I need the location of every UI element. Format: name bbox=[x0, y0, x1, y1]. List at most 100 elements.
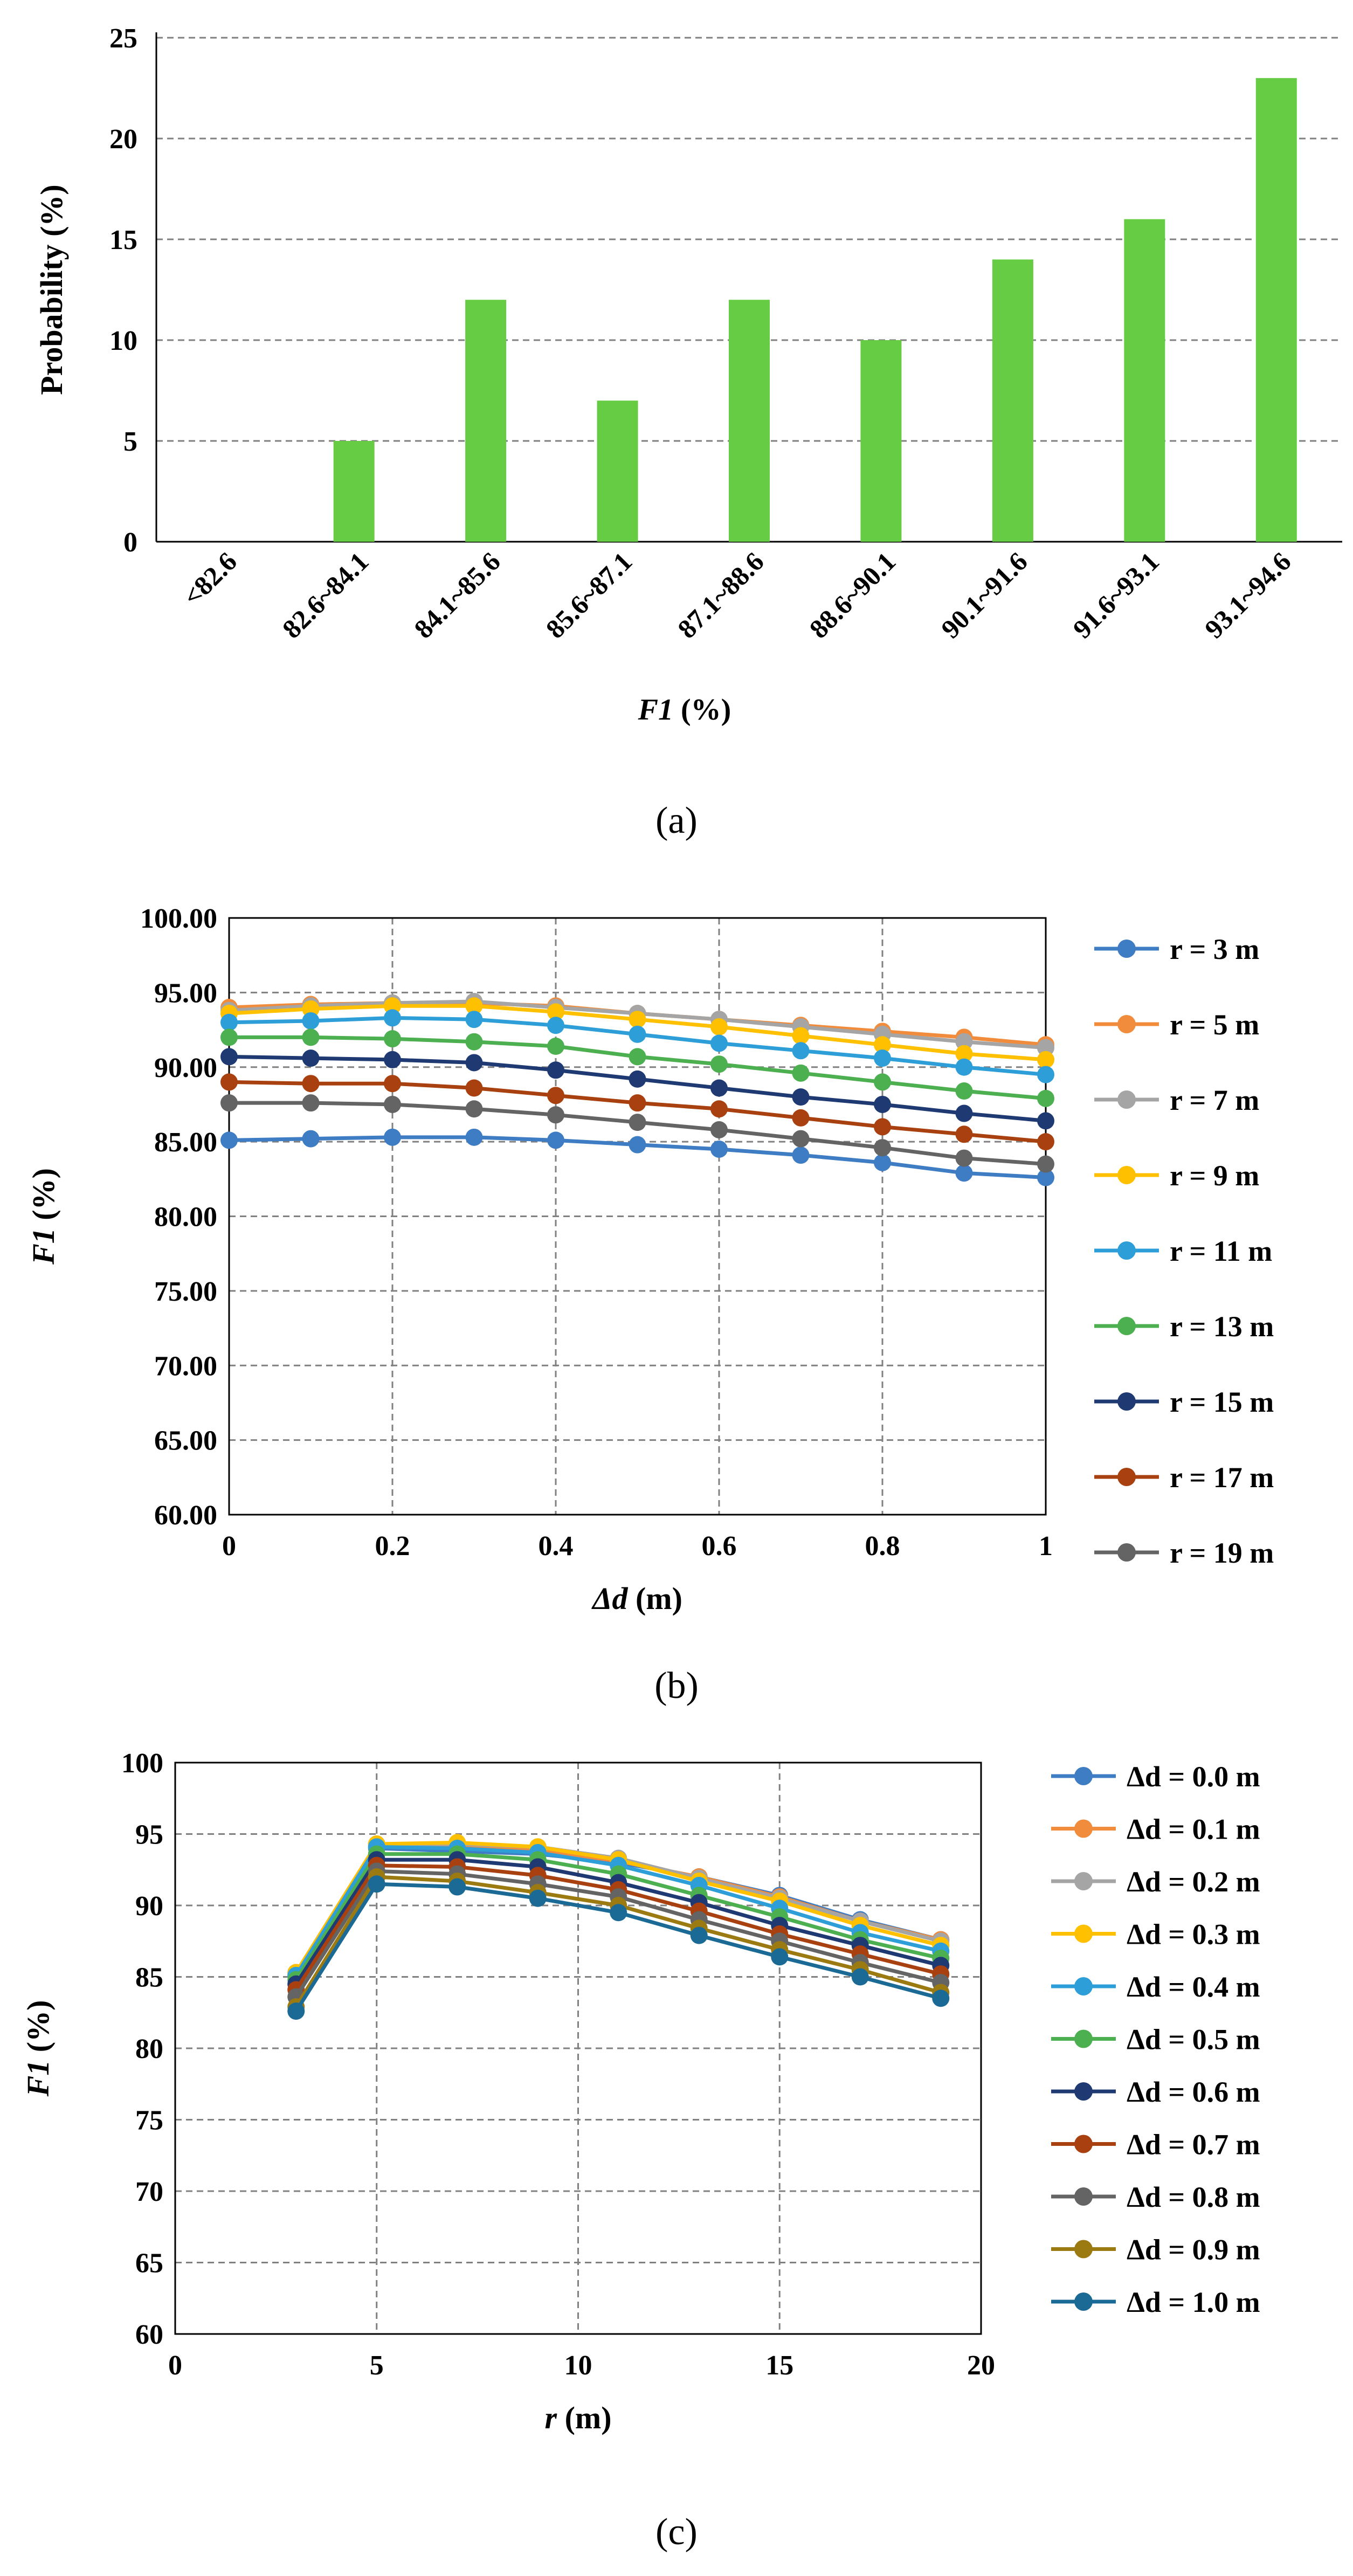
p2-legend-marker bbox=[1074, 1767, 1093, 1785]
p1-data-point bbox=[1037, 1066, 1054, 1083]
p2-legend-marker bbox=[1074, 2029, 1093, 2048]
p1-data-point bbox=[547, 1038, 564, 1055]
p1-legend-label: r = 3 m bbox=[1170, 933, 1259, 965]
p2-legend-label: Δd = 0.3 m bbox=[1127, 1918, 1260, 1951]
p1-data-point bbox=[1037, 1089, 1054, 1107]
p1-xtick-label: 0.4 bbox=[539, 1531, 574, 1562]
p1-data-point bbox=[1037, 1133, 1054, 1151]
p1-data-point bbox=[465, 1054, 483, 1072]
p1-ytick-label: 65.00 bbox=[154, 1426, 217, 1456]
p1-legend-marker bbox=[1117, 1543, 1136, 1562]
p1-data-point bbox=[874, 1049, 891, 1067]
p1-data-point bbox=[710, 1121, 728, 1138]
p2-ytick-label: 60 bbox=[135, 2319, 163, 2350]
p2-legend-label: Δd = 0.0 m bbox=[1127, 1760, 1260, 1793]
p1-legend-marker bbox=[1117, 940, 1136, 958]
p1-data-point bbox=[792, 1109, 810, 1127]
p2-xtick-label: 5 bbox=[370, 2350, 384, 2381]
p1-data-point bbox=[792, 1130, 810, 1148]
p2-ytick-label: 85 bbox=[135, 1963, 163, 1993]
p1-data-point bbox=[629, 1048, 646, 1066]
chart-c: 60 65 70 75 80 85 90 95 100 0 5 10 15 20 Δd = 0.0 m Δd … bbox=[20, 1748, 1260, 2553]
p1-ytick-label: 70.00 bbox=[154, 1351, 217, 1382]
p1-data-point bbox=[220, 1013, 238, 1031]
p1-data-point bbox=[629, 1114, 646, 1131]
p2-legend-marker bbox=[1074, 1977, 1093, 1995]
p1-data-point bbox=[302, 1049, 320, 1067]
p2-legend-label: Δd = 0.4 m bbox=[1127, 1971, 1260, 2003]
p2-data-point bbox=[287, 2002, 305, 2020]
p1-data-point bbox=[547, 1106, 564, 1124]
p1-ytick-label: 100.00 bbox=[140, 903, 217, 934]
a-ytick-label: 0 bbox=[123, 527, 137, 558]
p1-data-point bbox=[1037, 1112, 1054, 1130]
p2-y-axis-title-italic: F1 bbox=[20, 2060, 56, 2097]
p1-data-point bbox=[710, 1140, 728, 1158]
p1-y-axis-title: F1 (%) bbox=[26, 1168, 61, 1265]
p1-data-point bbox=[302, 1012, 320, 1030]
p2-legend-label: Δd = 0.9 m bbox=[1127, 2234, 1260, 2266]
p1-data-point bbox=[547, 1131, 564, 1149]
a-y-axis-title: Probability (%) bbox=[34, 184, 69, 395]
p2-ytick-label: 75 bbox=[135, 2105, 163, 2136]
p1-data-point bbox=[629, 1070, 646, 1088]
p1-x-axis-title-italic: Δd bbox=[591, 1581, 628, 1616]
p1-data-point bbox=[547, 1061, 564, 1079]
p1-data-point bbox=[792, 1064, 810, 1082]
a-x-axis-title-rest: (%) bbox=[673, 693, 731, 727]
p2-data-point bbox=[851, 1968, 869, 1986]
p1-data-point bbox=[955, 1058, 973, 1076]
p1-legend-marker bbox=[1117, 1241, 1136, 1260]
p2-legend-label: Δd = 0.5 m bbox=[1127, 2023, 1260, 2056]
p1-data-point bbox=[710, 1018, 728, 1036]
p1-data-point bbox=[384, 1009, 401, 1027]
p1-data-point bbox=[384, 1128, 401, 1146]
p2-legend-label: Δd = 0.6 m bbox=[1127, 2076, 1260, 2108]
p2-legend-marker bbox=[1074, 2135, 1093, 2153]
p1-data-point bbox=[629, 1011, 646, 1028]
p1-data-point bbox=[1037, 1155, 1054, 1173]
p1-data-point bbox=[874, 1036, 891, 1054]
p2-legend-label: Δd = 0.1 m bbox=[1127, 1813, 1260, 1846]
p1-data-point bbox=[302, 1000, 320, 1018]
p1-legend-marker bbox=[1117, 1166, 1136, 1184]
p1-data-point bbox=[465, 1033, 483, 1051]
p2-y-axis-title-rest: (%) bbox=[20, 2000, 56, 2060]
p2-legend-label: Δd = 0.8 m bbox=[1127, 2181, 1260, 2213]
p2-legend-label: Δd = 1.0 m bbox=[1127, 2286, 1260, 2318]
p1-data-point bbox=[220, 1131, 238, 1149]
a-bar bbox=[597, 400, 638, 542]
p1-data-point bbox=[384, 1051, 401, 1068]
p1-legend-marker bbox=[1117, 1317, 1136, 1335]
p2-xtick-label: 0 bbox=[168, 2350, 182, 2381]
p2-legend-marker bbox=[1074, 2240, 1093, 2259]
a-bar bbox=[729, 300, 770, 542]
p1-ytick-label: 90.00 bbox=[154, 1053, 217, 1083]
p2-xtick-label: 20 bbox=[967, 2350, 995, 2381]
p1-data-point bbox=[792, 1147, 810, 1164]
p1-data-point bbox=[874, 1154, 891, 1171]
p1-ytick-label: 75.00 bbox=[154, 1276, 217, 1307]
p2-ytick-label: 100 bbox=[121, 1748, 163, 1779]
a-bar bbox=[1255, 78, 1297, 542]
p1-data-point bbox=[874, 1073, 891, 1091]
p1-data-point bbox=[710, 1079, 728, 1097]
p1-data-point bbox=[220, 1048, 238, 1066]
p1-data-point bbox=[955, 1104, 973, 1122]
p1-data-point bbox=[1037, 1039, 1054, 1056]
p2-legend-label: Δd = 0.7 m bbox=[1127, 2129, 1260, 2161]
p1-data-point bbox=[792, 1088, 810, 1106]
p1-data-point bbox=[710, 1055, 728, 1073]
p1-x-axis-title: Δd (m) bbox=[591, 1581, 682, 1616]
p1-ytick-label: 80.00 bbox=[154, 1202, 217, 1233]
p1-y-axis-title-italic: F1 bbox=[26, 1228, 61, 1265]
p1-x-axis-title-rest: (m) bbox=[627, 1581, 682, 1616]
p1-data-point bbox=[629, 1094, 646, 1112]
p1-data-point bbox=[384, 997, 401, 1015]
p1-data-point bbox=[547, 1003, 564, 1021]
p1-legend-label: r = 7 m bbox=[1170, 1084, 1259, 1116]
a-x-axis-title: F1 (%) bbox=[638, 693, 731, 727]
p1-data-point bbox=[710, 1034, 728, 1052]
p2-panel-caption: (c) bbox=[655, 2511, 698, 2553]
